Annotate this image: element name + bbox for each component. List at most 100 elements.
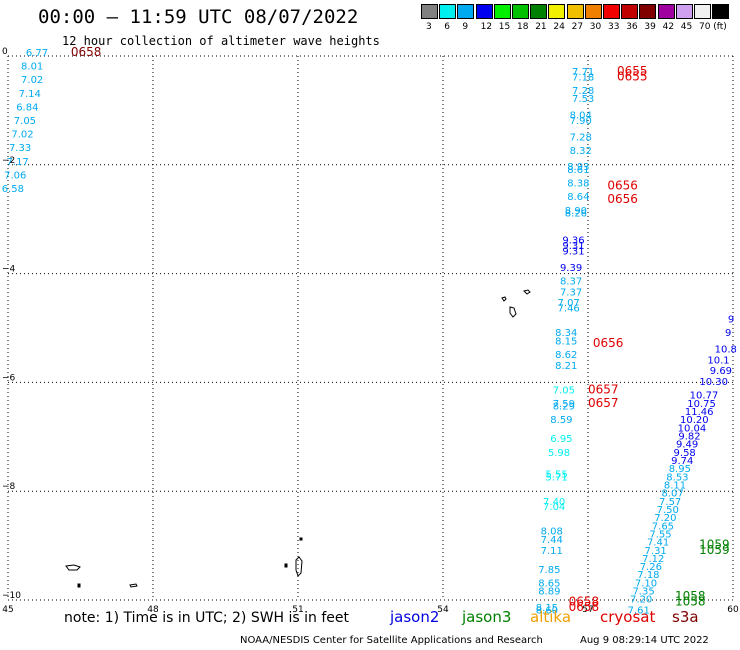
wave-height-value: 5.55: [545, 470, 567, 481]
wave-height-value: 6.77: [26, 48, 48, 59]
legend-label-16: (ft): [713, 22, 727, 32]
legend-swatch-3: [475, 4, 493, 19]
footer-credit: NOAA/NESDIS Center for Satellite Applica…: [240, 635, 543, 646]
wave-height-value: 7.46: [558, 304, 580, 315]
y-tick-label: −6: [2, 373, 16, 383]
wave-height-value: 7.10: [635, 578, 657, 589]
wave-height-value: 8.04: [570, 111, 592, 122]
legend-label-9: 30: [589, 22, 602, 32]
wave-height-value: 8.34: [555, 328, 577, 339]
wave-height-value: 8.08: [541, 527, 563, 538]
wave-height-value: 9.31: [562, 247, 584, 258]
wave-height-value: 9.74: [671, 456, 693, 467]
legend-swatch-0: [421, 4, 438, 19]
legend-swatch-12: [639, 4, 657, 19]
wave-height-value: 9: [725, 328, 731, 339]
wave-height-value: 7.02: [21, 75, 43, 86]
wave-height-value: 7.50: [657, 505, 679, 516]
wave-height-value: 7.28: [570, 132, 592, 143]
legend-swatch-11: [621, 4, 639, 19]
wave-height-value: 8.21: [555, 361, 577, 372]
wave-height-value: 7.18: [572, 72, 594, 83]
wave-height-value: 7.02: [11, 130, 33, 141]
wave-height-value: 7.14: [19, 89, 41, 100]
pass-time-label: 1059: [699, 543, 730, 557]
wave-height-value: 7.12: [642, 554, 664, 565]
wave-height-value: 7.41: [647, 538, 669, 549]
legend-swatch-1: [439, 4, 457, 19]
pass-time-label: 1058: [675, 594, 706, 608]
footer-timestamp: Aug 9 08:29:14 UTC 2022: [580, 635, 709, 646]
pass-time-label: 0657: [588, 382, 619, 396]
wave-height-value: 7.20: [654, 513, 676, 524]
wave-height-value: 8.01: [21, 62, 43, 73]
y-tick-label: 0: [2, 47, 8, 57]
wave-height-value: 9.58: [674, 448, 696, 459]
island-seychelles-3: [509, 306, 517, 318]
legend-label-15: 70: [699, 22, 711, 32]
legend-label-0: 3: [426, 22, 432, 32]
wave-height-value: 8.90: [565, 206, 587, 217]
legend-swatch-13: [657, 4, 675, 19]
wave-height-value: 7.17: [7, 157, 29, 168]
pass-time-label: 0658: [569, 600, 600, 614]
wave-height-value: 7.40: [543, 497, 565, 508]
island-seychelles-2: [523, 289, 531, 295]
x-tick-label: 57: [582, 605, 593, 615]
wave-height-value: 10.77: [690, 391, 719, 402]
legend-swatch-14: [675, 4, 693, 19]
pass-time-label: 1058: [675, 589, 706, 603]
legend-label-1: 6: [444, 22, 450, 32]
legend-label-10: 33: [608, 22, 620, 32]
wave-height-value: 7.85: [538, 565, 560, 576]
satellite-jason3: jason3: [462, 608, 512, 626]
wave-height-value: 10.8: [715, 344, 737, 355]
wave-height-value: 8.59: [550, 415, 572, 426]
y-tick-label: −4: [2, 265, 16, 275]
satellite-altika: altika: [530, 608, 572, 626]
wave-height-value: 6.58: [2, 184, 24, 195]
wave-height-value: 8.93: [567, 162, 589, 173]
island-aldabra: [129, 583, 138, 588]
island-farquhar: [295, 556, 303, 577]
legend-label-8: 27: [571, 22, 584, 32]
wave-height-value: 7.61: [628, 606, 650, 617]
satellite-cryosat: cryosat: [600, 608, 656, 626]
y-tick-label: −8: [2, 482, 16, 492]
wave-height-value: 10.30: [699, 377, 728, 388]
wave-height-value: 7.05: [553, 385, 575, 396]
wave-height-value: 8.62: [555, 350, 577, 361]
wave-height-value: 9.49: [676, 440, 698, 451]
wave-height-value: 8.37: [560, 276, 582, 287]
pass-time-label: 1059: [699, 537, 730, 551]
wave-height-value: 8.38: [567, 179, 589, 190]
wave-height-value: 9.69: [710, 366, 732, 377]
wave-height-value: 7.71: [572, 67, 594, 78]
wave-height-value: 8.26: [565, 208, 587, 219]
wave-height-value: 7.65: [652, 521, 674, 532]
page-subtitle: 12 hour collection of altimeter wave hei…: [62, 34, 380, 48]
legend-label-11: 36: [626, 22, 638, 32]
legend-swatch-9: [584, 4, 602, 19]
y-tick-label: −10: [2, 591, 21, 601]
wave-height-value: 7.11: [541, 546, 563, 557]
wave-height-value: 11.46: [685, 407, 714, 418]
wave-height-value: 8.32: [570, 146, 592, 157]
legend-label-3: 12: [480, 22, 493, 32]
legend-swatch-8: [566, 4, 584, 19]
pass-time-label: 0657: [588, 396, 619, 410]
wave-height-value: 7.44: [541, 535, 563, 546]
wave-height-value: 10.75: [687, 399, 716, 410]
wave-height-value: 10.1: [707, 355, 729, 366]
island-comoros-2: [77, 583, 81, 588]
map-grid: [7, 55, 734, 601]
wave-height-value: 7.06: [4, 170, 26, 181]
island-comoros-1: [65, 564, 81, 571]
wave-height-value: 7.90: [570, 116, 592, 127]
wave-height-value: 7.55: [649, 529, 671, 540]
wave-height-value: 8.64: [567, 192, 589, 203]
wave-height-observations: 6.77 8.01 7.02 7.14 6.84 7.05 7.02 7.33 7.17 7.06…: [2, 48, 737, 617]
legend-swatch-16: [712, 4, 730, 19]
wave-height-value: 7.57: [659, 497, 681, 508]
